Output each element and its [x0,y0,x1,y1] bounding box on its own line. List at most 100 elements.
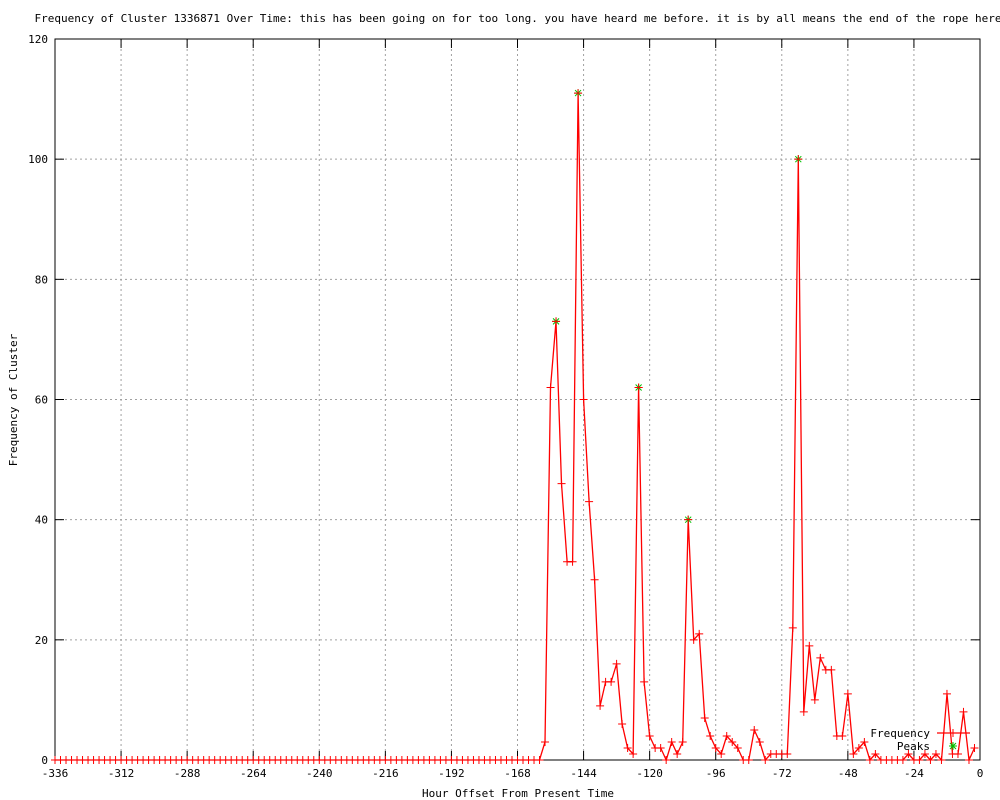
x-tick-label: -72 [772,767,792,780]
frequency-point [750,725,759,734]
x-tick-label: -192 [438,767,465,780]
frequency-point [854,743,863,752]
axis-ticks: -336 -312 -288 -264 -240 -216 -192 -168 -144 -120… [28,33,983,780]
frequency-point [618,719,627,728]
frequency-point [964,756,973,764]
frequency-point [926,756,935,764]
frequency-point [849,749,858,758]
grid [55,39,980,760]
frequency-point [706,731,715,740]
y-axis-label: Frequency of Cluster [7,333,20,466]
frequency-point [673,749,682,758]
frequency-point [953,749,962,758]
frequency-point [541,737,550,746]
frequency-point [700,713,709,722]
frequency-point [590,575,599,584]
frequency-point [662,756,671,764]
legend-label-peaks: Peaks [897,740,930,753]
frequency-point [623,743,632,752]
frequency-point [898,756,907,764]
frequency-point [552,317,561,326]
y-tick-label: 60 [35,394,48,407]
frequency-point [794,155,803,164]
frequency-point [915,756,924,764]
x-axis-label: Hour Offset From Present Time [422,787,614,800]
frequency-point [761,756,770,764]
frequency-point [695,629,704,638]
x-tick-label: -144 [570,767,597,780]
frequency-line [55,93,976,763]
y-tick-label: 20 [35,634,48,647]
legend-marker-frequency [949,729,957,737]
x-tick-label: -96 [706,767,726,780]
frequency-point [568,557,577,566]
frequency-point [959,707,968,716]
frequency-point [843,689,852,698]
frequency-point [860,737,869,746]
frequency-point [634,383,643,392]
y-tick-label: 120 [28,33,48,46]
y-tick-label: 80 [35,273,48,286]
x-tick-label: -312 [108,767,135,780]
frequency-point [557,479,566,488]
frequency-point [931,749,940,758]
frequency-point [728,737,737,746]
x-tick-label: -216 [372,767,399,780]
frequency-point [799,707,808,716]
x-tick-label: -48 [838,767,858,780]
frequency-point [711,743,720,752]
y-tick-label: 100 [28,153,48,166]
frequency-point [733,743,742,752]
frequency-point [656,743,665,752]
frequency-point [684,515,693,524]
frequency-point [645,731,654,740]
frequency-point [871,749,880,758]
frequency-point [970,743,979,752]
frequency-point [920,749,929,758]
frequency-point [810,695,819,704]
frequency-point [678,737,687,746]
frequency-point [937,756,946,764]
frequency-point [805,641,814,650]
frequency-point [816,653,825,662]
frequency-point [640,677,649,686]
frequency-point [788,623,797,632]
frequency-point [629,749,638,758]
x-tick-label: -24 [904,767,924,780]
frequency-point [942,689,951,698]
legend: Frequency Peaks [870,727,970,753]
legend-marker-peaks [949,742,957,750]
x-tick-label: -168 [504,767,531,780]
frequency-point [755,737,764,746]
frequency-point [783,749,792,758]
series-layer [51,89,979,764]
frequency-point [667,737,676,746]
x-tick-label: 0 [977,767,984,780]
chart-title: Frequency of Cluster 1336871 Over Time: … [35,12,1000,25]
frequency-point [574,89,583,98]
x-tick-label: -120 [636,767,663,780]
frequency-point [904,749,913,758]
frequency-point [865,756,874,764]
frequency-point [535,756,544,764]
y-tick-label: 0 [41,754,48,767]
frequency-point [838,731,847,740]
frequency-point [596,701,605,710]
x-tick-label: -240 [306,767,333,780]
frequency-point [689,635,698,644]
y-tick-label: 40 [35,514,48,527]
legend-label-frequency: Frequency [870,727,930,740]
frequency-point [744,756,753,764]
frequency-point [717,749,726,758]
frequency-point [546,383,555,392]
frequency-point [607,677,616,686]
x-tick-label: -264 [240,767,267,780]
frequency-point [585,497,594,506]
x-tick-label: -288 [174,767,201,780]
frequency-point [722,731,731,740]
frequency-point [612,659,621,668]
x-tick-label: -336 [42,767,69,780]
frequency-point [827,665,836,674]
frequency-point [579,395,588,404]
